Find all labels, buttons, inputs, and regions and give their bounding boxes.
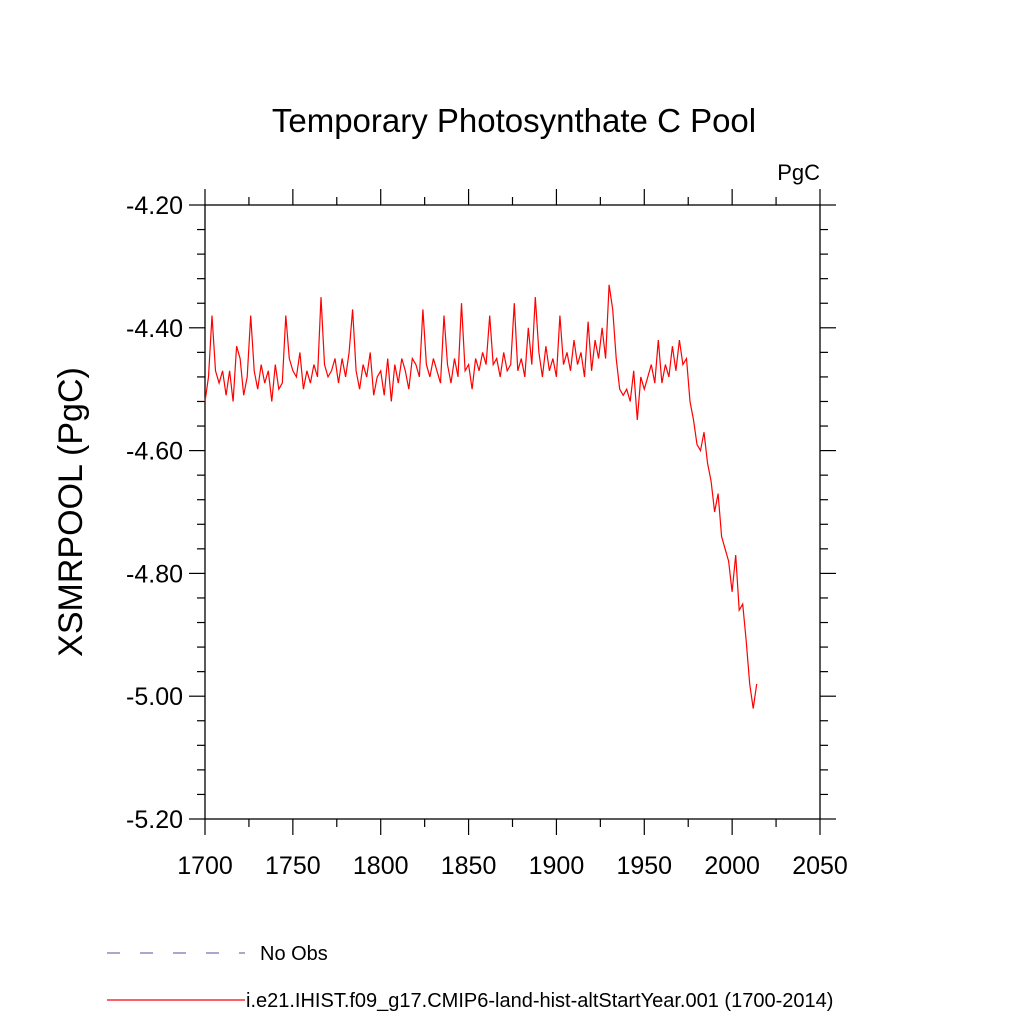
legend-label-no-obs: No Obs <box>260 943 328 965</box>
y-tick-label: -4.60 <box>126 438 183 466</box>
y-tick-label: -5.20 <box>126 806 183 834</box>
x-tick-label: 2000 <box>704 852 760 880</box>
x-tick-label: 1750 <box>265 852 321 880</box>
x-tick-label: 1850 <box>441 852 497 880</box>
y-axis-ticks: -4.20 -4.40 -4.60 -4.80 -5.00 -5.20 <box>126 192 836 834</box>
x-tick-label: 1700 <box>177 852 233 880</box>
y-tick-label: -4.80 <box>126 560 183 588</box>
series-line <box>204 284 758 709</box>
y-tick-label: -4.20 <box>126 192 183 220</box>
y-tick-label: -4.40 <box>126 315 183 343</box>
chart-title: Temporary Photosynthate C Pool <box>272 102 756 139</box>
x-tick-label: 1950 <box>616 852 672 880</box>
x-tick-label: 1900 <box>529 852 585 880</box>
y-axis-title: XSMRPOOL (PgC) <box>52 367 90 657</box>
y-tick-label: -5.00 <box>126 683 183 711</box>
x-tick-label: 2050 <box>792 852 848 880</box>
plot-frame <box>204 204 821 820</box>
x-axis-ticks: 1700 1750 1800 1850 1900 1950 2000 2050 <box>177 189 848 880</box>
x-tick-label: 1800 <box>353 852 409 880</box>
units-label: PgC <box>777 160 820 185</box>
legend-label-model: i.e21.IHIST.f09_g17.CMIP6-land-hist-altS… <box>246 990 833 1012</box>
legend: No Obs i.e21.IHIST.f09_g17.CMIP6-land-hi… <box>107 943 833 1012</box>
